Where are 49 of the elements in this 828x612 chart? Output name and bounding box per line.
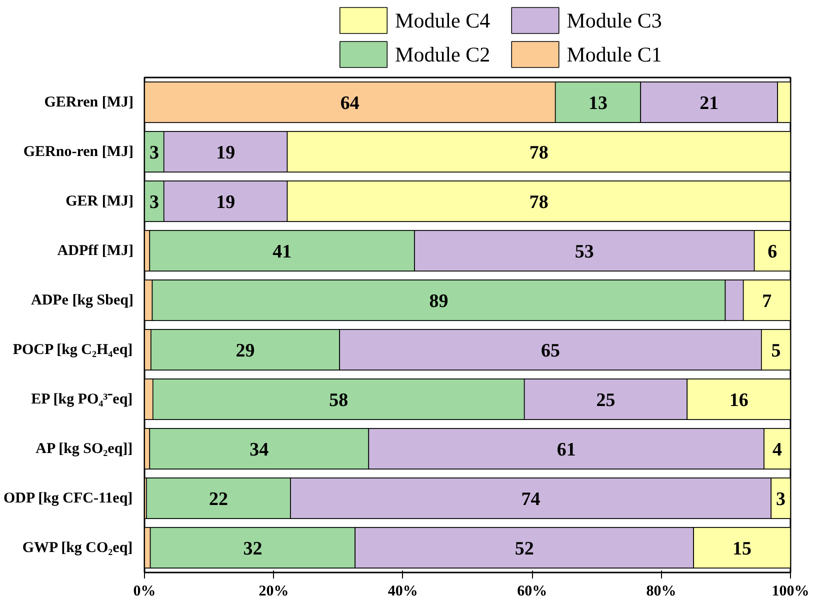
y-tick-label: POCP [kg C₂H₄eq] bbox=[12, 342, 133, 358]
data-label: 21 bbox=[700, 92, 719, 114]
y-tick-label: ODP [kg CFC-11eq] bbox=[4, 490, 133, 506]
data-label: 65 bbox=[541, 340, 560, 362]
y-tick-label: ADPff [MJ] bbox=[57, 242, 134, 259]
data-label: 19 bbox=[216, 192, 236, 213]
y-tick-label: GWP [kg CO₂eq] bbox=[22, 540, 133, 556]
data-label: 29 bbox=[236, 340, 255, 362]
data-label: 3 bbox=[149, 192, 159, 213]
y-tick-label: EP [kg PO₄³⁻eq] bbox=[31, 391, 133, 408]
data-label: 25 bbox=[596, 390, 616, 411]
y-tick-label: GERno-ren [MJ] bbox=[23, 144, 134, 160]
x-tick-label: 20% bbox=[258, 584, 289, 600]
data-label: 19 bbox=[216, 142, 236, 164]
data-label: 61 bbox=[556, 439, 576, 460]
data-label: 6 bbox=[768, 241, 778, 262]
data-label: 34 bbox=[250, 439, 270, 460]
data-label: 78 bbox=[529, 192, 548, 213]
x-tick-label: 80% bbox=[646, 584, 676, 600]
data-label: 16 bbox=[729, 390, 748, 411]
data-label: 53 bbox=[574, 241, 594, 262]
data-label: 41 bbox=[272, 241, 292, 262]
legend-label: Module C1 bbox=[566, 42, 662, 66]
x-tick-label: 40% bbox=[388, 584, 418, 600]
data-label: 5 bbox=[771, 340, 781, 362]
data-label: 4 bbox=[772, 439, 783, 460]
data-label: 89 bbox=[429, 290, 448, 312]
data-label: 52 bbox=[514, 538, 534, 560]
legend-label: Module C2 bbox=[395, 42, 490, 66]
y-tick-label: GERren [MJ] bbox=[44, 94, 134, 110]
data-label: 78 bbox=[529, 142, 548, 164]
x-tick-label: 100% bbox=[772, 584, 810, 600]
data-label: 15 bbox=[732, 538, 752, 560]
data-label: 58 bbox=[329, 390, 348, 411]
x-tick-label: 60% bbox=[517, 584, 548, 600]
legend-label: Module C3 bbox=[566, 8, 662, 32]
data-label: 3 bbox=[149, 142, 159, 164]
data-label: 7 bbox=[762, 290, 772, 312]
y-tick-label: AP [kg SO₂eq]] bbox=[36, 440, 133, 457]
data-label: 3 bbox=[776, 488, 786, 510]
data-label: 74 bbox=[521, 488, 541, 510]
x-tick-label: 0% bbox=[133, 584, 156, 600]
y-tick-label: GER [MJ] bbox=[66, 193, 134, 210]
data-label: 13 bbox=[588, 92, 608, 114]
data-label: 64 bbox=[340, 92, 360, 114]
legend-label: Module C4 bbox=[395, 8, 491, 32]
data-label: 32 bbox=[243, 538, 262, 560]
data-label: 22 bbox=[208, 488, 228, 510]
y-tick-label: ADPe [kg Sbeq] bbox=[31, 292, 134, 308]
